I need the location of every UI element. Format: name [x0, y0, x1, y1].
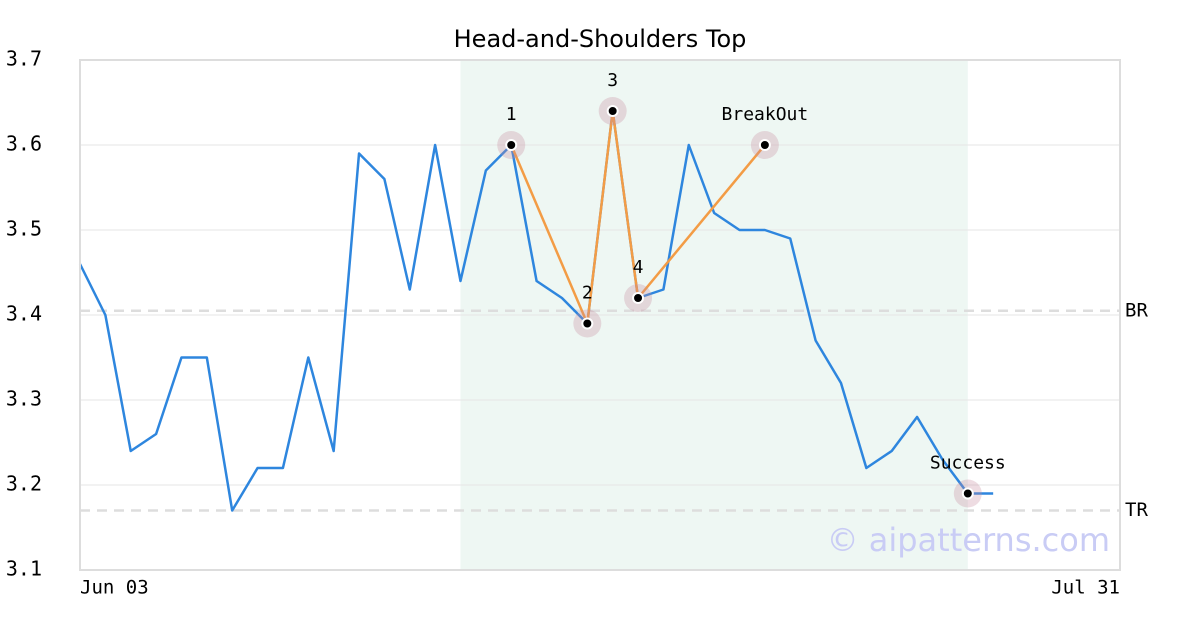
- y-tick-label: 3.4: [6, 302, 42, 326]
- pattern-point: [961, 487, 974, 500]
- x-tick-label: Jul 31: [1051, 577, 1120, 599]
- y-tick-label: 3.1: [6, 557, 42, 581]
- chart-title: Head-and-Shoulders Top: [454, 25, 747, 53]
- x-tick-label: Jun 03: [80, 577, 149, 599]
- watermark: © aipatterns.com: [827, 521, 1110, 559]
- pattern-point: [606, 105, 619, 117]
- pattern-point-label: BreakOut: [722, 104, 809, 125]
- y-tick-label: 3.2: [6, 472, 42, 496]
- price-line: [78, 109, 994, 512]
- pattern-point-label: 1: [506, 104, 517, 125]
- plot-frame: [79, 59, 1121, 571]
- level-label: BR: [1125, 299, 1148, 321]
- pattern-point: [581, 317, 594, 330]
- level-label: TR: [1125, 499, 1148, 521]
- pattern-point: [505, 139, 518, 151]
- pattern-point: [632, 292, 645, 304]
- pattern-point-label: 2: [582, 283, 593, 304]
- pattern-point: [758, 139, 771, 151]
- pattern-point-label: 4: [633, 257, 644, 278]
- pattern-point-label: Success: [930, 453, 1006, 474]
- y-tick-label: 3.3: [6, 387, 42, 411]
- pattern-point-label: 3: [607, 70, 618, 91]
- y-tick-label: 3.6: [6, 132, 42, 156]
- y-tick-label: 3.5: [6, 217, 42, 241]
- y-tick-label: 3.7: [6, 47, 42, 71]
